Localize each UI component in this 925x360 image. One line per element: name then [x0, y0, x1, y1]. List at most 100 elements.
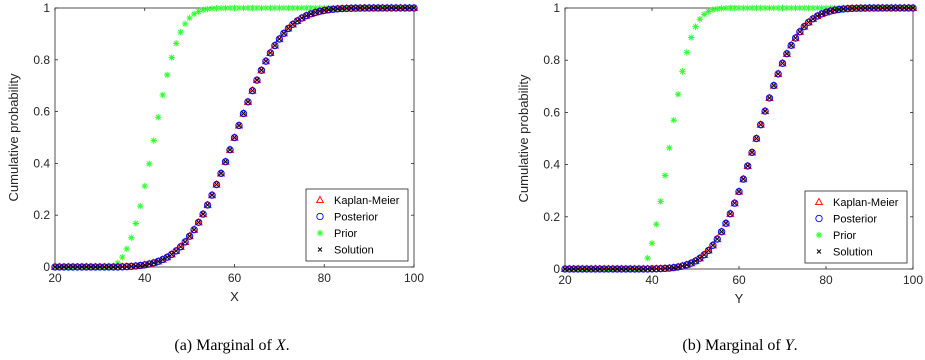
caption-a: (a) Marginal of X. [174, 337, 289, 354]
data-point [599, 264, 609, 273]
data-point [272, 43, 278, 48]
x-axis-label: X [230, 289, 239, 304]
data-point [657, 198, 664, 205]
data-point [619, 266, 624, 272]
data-point [176, 242, 185, 250]
data-point [778, 59, 787, 67]
data-point [569, 264, 578, 273]
data-point [275, 34, 284, 43]
data-point [280, 4, 288, 12]
data-point [586, 264, 596, 273]
series-solution [52, 5, 417, 270]
data-point [623, 266, 629, 272]
data-point [893, 5, 898, 11]
data-point [740, 176, 746, 182]
data-point [765, 94, 774, 102]
data-point [110, 264, 116, 270]
data-point [357, 5, 363, 11]
data-point [106, 264, 112, 270]
data-point [285, 4, 292, 12]
data-point [353, 5, 359, 11]
data-point [248, 87, 257, 95]
data-point [804, 18, 813, 26]
data-point [223, 159, 228, 165]
data-point [583, 265, 591, 273]
data-point [800, 22, 809, 30]
data-point [383, 4, 391, 12]
data-point [279, 28, 289, 37]
y-tick-label: 0.8 [543, 53, 560, 67]
data-point [852, 4, 861, 12]
data-point [667, 265, 672, 271]
data-point [870, 4, 878, 12]
data-point [895, 3, 905, 12]
data-point [722, 4, 730, 12]
data-point [765, 93, 774, 102]
legend-entry-label: Prior [334, 228, 358, 240]
data-point [230, 133, 239, 141]
data-point [888, 5, 894, 11]
data-point [630, 265, 639, 273]
data-point [644, 265, 652, 273]
data-point [407, 5, 412, 11]
data-point [561, 265, 569, 273]
data-point [294, 4, 301, 12]
data-point [732, 200, 738, 206]
data-point [874, 3, 883, 12]
legend: Kaplan-Meier Posterior Prior Solution [804, 190, 908, 264]
data-point [560, 264, 570, 273]
data-point [617, 264, 626, 273]
data-point [788, 43, 794, 48]
data-point [792, 4, 799, 12]
data-point [236, 123, 242, 128]
data-point [775, 71, 781, 77]
data-point [79, 264, 85, 270]
data-point [697, 255, 703, 261]
data-point [155, 259, 161, 264]
data-point [173, 248, 179, 254]
data-point [566, 266, 572, 272]
data-point [779, 4, 786, 12]
data-point [788, 4, 795, 12]
data-point [241, 111, 246, 116]
data-point [871, 5, 877, 11]
data-point [845, 6, 851, 12]
data-point [411, 5, 417, 11]
data-point [606, 266, 611, 272]
data-point [168, 54, 175, 61]
data-point [176, 243, 185, 251]
data-point [754, 136, 759, 141]
data-point [823, 9, 829, 15]
panel-marginal-x: 20 40 60 80 100 0 0.2 0.4 0.6 0.8 1 X Cumulative pro… [6, 1, 424, 304]
legend-marker [315, 195, 325, 204]
panel-marginal-y: 20 40 60 80 100 0 0.2 0.4 0.6 0.8 1 Y Cumulative pro… [516, 1, 923, 306]
data-point [797, 29, 803, 35]
data-point [230, 133, 239, 142]
data-point [294, 18, 300, 24]
data-point [198, 209, 208, 218]
data-point [375, 5, 381, 11]
data-point [854, 5, 859, 11]
data-point [249, 4, 256, 12]
data-point [709, 241, 717, 249]
data-point [841, 6, 846, 12]
data-point [587, 265, 595, 273]
data-point [378, 4, 387, 12]
data-point [344, 6, 350, 11]
data-point [196, 219, 201, 225]
data-point [670, 117, 677, 124]
data-point [739, 174, 748, 183]
data-point [270, 41, 280, 49]
data-point [814, 4, 821, 12]
data-point [253, 4, 261, 12]
data-point [321, 8, 327, 13]
legend-entry-label: Solution [833, 247, 873, 259]
data-point [878, 3, 887, 12]
series-posterior [51, 4, 418, 271]
data-point [97, 264, 103, 270]
legend-marker [317, 247, 323, 252]
data-point [248, 86, 257, 94]
data-point [212, 180, 221, 189]
data-point [109, 263, 117, 271]
data-point [604, 265, 613, 273]
